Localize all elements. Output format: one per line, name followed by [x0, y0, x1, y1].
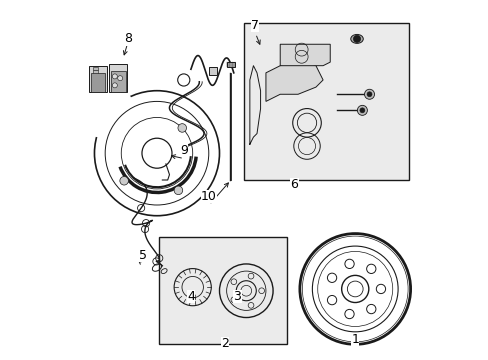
Bar	[93, 67, 98, 70]
Circle shape	[112, 83, 117, 88]
Bar	[93, 70, 98, 73]
Bar	[244, 23, 408, 180]
Bar	[91, 73, 105, 93]
Bar	[89, 66, 107, 93]
Text: 3: 3	[233, 290, 241, 303]
Text: 4: 4	[186, 290, 194, 303]
Circle shape	[366, 92, 371, 97]
Circle shape	[118, 76, 122, 81]
Bar	[109, 64, 127, 93]
Circle shape	[359, 108, 364, 113]
Text: 7: 7	[251, 19, 259, 32]
Circle shape	[178, 124, 186, 132]
Text: 1: 1	[350, 333, 359, 346]
Ellipse shape	[350, 35, 363, 43]
Text: 6: 6	[290, 178, 298, 191]
Bar	[111, 71, 125, 93]
Text: 8: 8	[124, 32, 132, 45]
Circle shape	[357, 105, 366, 115]
Text: 9: 9	[180, 144, 187, 157]
Polygon shape	[280, 44, 329, 66]
Circle shape	[112, 74, 117, 79]
Bar	[226, 62, 234, 67]
Polygon shape	[265, 59, 323, 102]
Bar	[159, 237, 287, 344]
Text: 10: 10	[201, 190, 216, 203]
Text: 2: 2	[221, 337, 228, 350]
Circle shape	[120, 176, 128, 185]
Circle shape	[174, 186, 183, 195]
Circle shape	[364, 89, 374, 99]
Bar	[208, 67, 216, 75]
Text: 5: 5	[139, 249, 146, 262]
Circle shape	[353, 35, 360, 42]
